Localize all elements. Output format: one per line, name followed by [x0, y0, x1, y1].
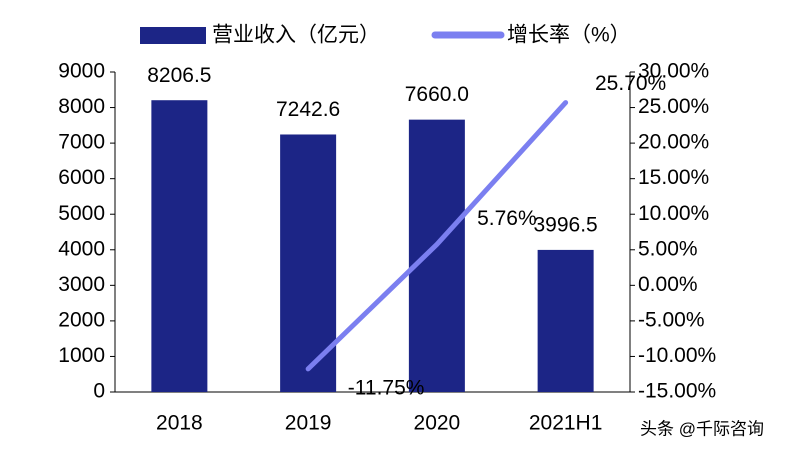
y2-tick-label: 30.00%: [638, 60, 709, 83]
bar: [408, 119, 465, 393]
y-tick-label: 5000: [58, 202, 105, 225]
bar-value-label: 7660.0: [405, 83, 469, 106]
y2-tick-label: -15.00%: [638, 380, 716, 403]
bar-value-label: 3996.5: [534, 213, 598, 236]
y2-tick-label: 25.00%: [638, 95, 709, 118]
y2-tick-label: 0.00%: [638, 273, 698, 296]
y-tick-label: 3000: [58, 273, 105, 296]
bar-value-label: 8206.5: [147, 64, 211, 87]
x-tick-label: 2020: [414, 412, 461, 435]
y-tick-label: 8000: [58, 95, 105, 118]
y-tick-label: 1000: [58, 344, 105, 367]
y-tick-label: 6000: [58, 166, 105, 189]
line-value-label: -11.75%: [348, 376, 425, 399]
bar: [537, 249, 594, 392]
legend-swatch: [140, 27, 206, 44]
y-tick-label: 2000: [58, 308, 105, 331]
y-tick-label: 9000: [58, 60, 105, 83]
legend-label: 增长率（%）: [507, 24, 631, 47]
y2-tick-label: -10.00%: [638, 344, 716, 367]
line: [305, 100, 569, 372]
x-tick-label: 2019: [285, 412, 332, 435]
y2-tick-label: 20.00%: [638, 131, 709, 154]
line-value-label: 25.70%: [595, 72, 666, 95]
watermark: 头条 @千际咨询: [640, 419, 764, 438]
y2-tick-label: -5.00%: [638, 308, 705, 331]
x-tick-label: 2021H1: [529, 412, 603, 435]
y-tick-label: 0: [93, 380, 105, 403]
x-tick-label: 2018: [156, 412, 203, 435]
bar-value-label: 7242.6: [276, 98, 340, 121]
y-tick-label: 4000: [58, 237, 105, 260]
y2-tick-label: 10.00%: [638, 202, 709, 225]
bar: [151, 100, 208, 393]
legend-label: 营业收入（亿元）: [212, 24, 380, 47]
y2-tick-label: 15.00%: [638, 166, 709, 189]
y-tick-label: 7000: [58, 131, 105, 154]
line-value-label: 5.76%: [477, 207, 537, 230]
y2-tick-label: 5.00%: [638, 237, 698, 260]
